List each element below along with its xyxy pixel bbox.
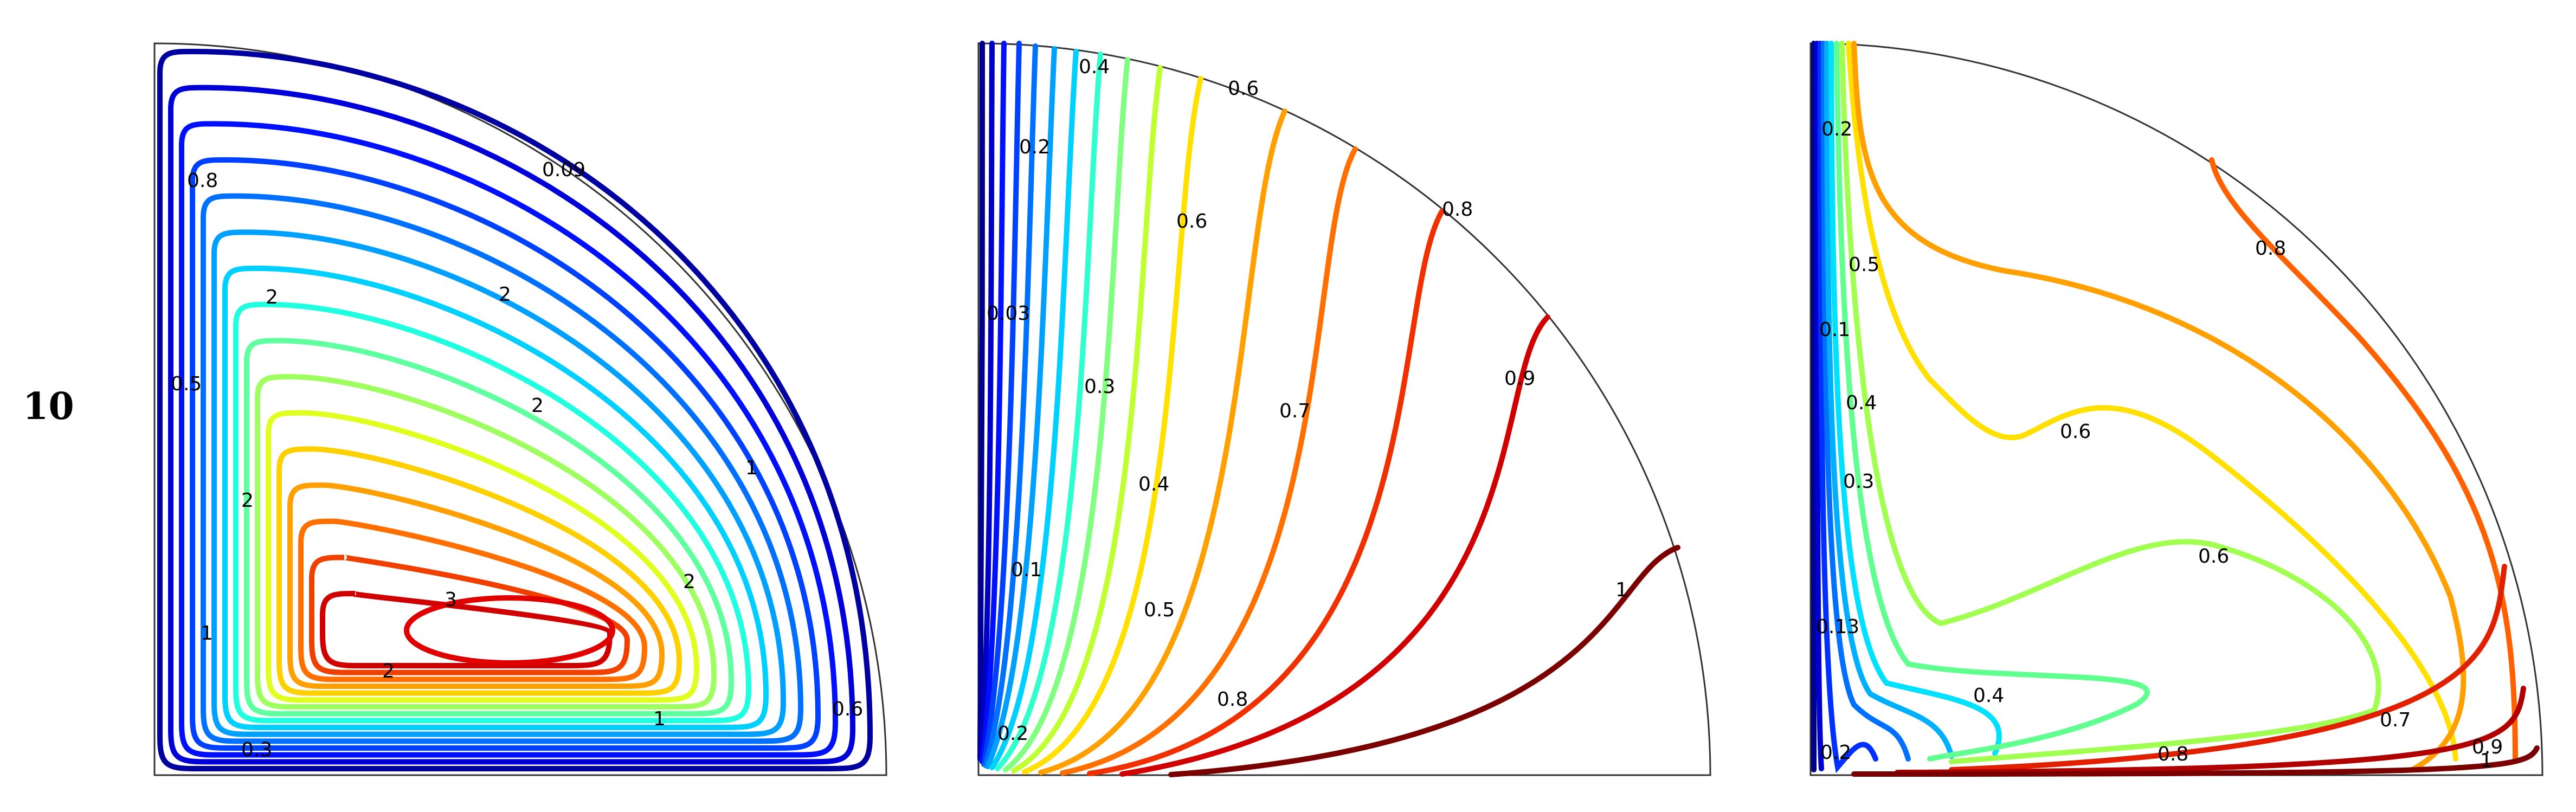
panel-3-contour-label: 0.1 <box>1819 319 1850 341</box>
p2-line-16 <box>1168 545 1680 777</box>
p2-line-14 <box>1087 209 1445 776</box>
panel-3-contour-label: 0.9 <box>2472 736 2503 758</box>
p2-line-8 <box>995 51 1103 771</box>
p1-loop-13 <box>287 482 665 689</box>
p3-line-4 <box>1821 41 1911 762</box>
p3-line-5 <box>1824 41 1954 759</box>
panel-2-contour-label: 0.8 <box>1442 198 1473 221</box>
p2-line-7 <box>989 49 1079 770</box>
p2-line-15 <box>1119 314 1550 777</box>
panel-2-contour-label: 0.1 <box>1011 559 1042 581</box>
panel-1-contour-lines <box>157 48 873 771</box>
panel-2-contour-label: 0.03 <box>987 302 1030 325</box>
panel-1-contour-label: 2 <box>683 571 695 593</box>
p1-loop-11 <box>266 410 700 703</box>
panel-2-frame <box>977 42 1711 776</box>
panel-2-contour-plot: 0.4 0.6 0.2 0.6 0.8 0.03 0.3 0.7 0.9 0.4 0.1 0.5 1 0.… <box>977 41 1711 777</box>
panel-1-contour-label: 2 <box>382 660 395 682</box>
panel-3-contour-label: 0.6 <box>2198 545 2229 568</box>
p2-line-6 <box>985 46 1057 769</box>
panel-1-contour-label: 0.3 <box>241 739 272 761</box>
panel-2-contour-lines <box>977 41 1680 777</box>
panel-3-contour-label: 0.4 <box>1973 685 2004 707</box>
panel-2-contour-label: 0.8 <box>1217 688 1248 711</box>
p2-line-2 <box>978 41 995 762</box>
panel-2-contour-label: 0.6 <box>1228 78 1259 100</box>
p1-loop-7 <box>222 265 769 730</box>
p2-line-4 <box>981 41 1022 767</box>
panel-1-contour-label: 1 <box>653 708 666 730</box>
panel-2-contour-label: 0.2 <box>997 723 1028 745</box>
p2-line-9 <box>1003 57 1130 772</box>
panel-1-contour-label: 1 <box>745 457 758 479</box>
p1-loop-3 <box>179 121 839 758</box>
p3-line-11 <box>2209 157 2518 762</box>
p1-loop-10 <box>255 373 717 710</box>
panel-3-contour-label: 0.2 <box>1821 118 1852 140</box>
p3-line-12 <box>1949 564 2507 772</box>
panel-3-contour-label: 0.6 <box>2060 421 2091 443</box>
panel-3-contour-label: 0.4 <box>1846 392 1877 414</box>
panel-2-contour-label: 0.6 <box>1176 210 1207 233</box>
p2-line-1 <box>977 41 985 762</box>
panel-2-contour-label: 1 <box>1615 579 1628 601</box>
p3-line-9 <box>1846 41 2458 762</box>
p3-line-6 <box>1828 41 2002 756</box>
p3-line-14 <box>1851 745 2540 777</box>
panel-3-contour-label: 0.5 <box>1849 254 1879 276</box>
p1-loop-16 <box>320 591 613 668</box>
p2-line-11 <box>1022 76 1203 775</box>
p2-line-5 <box>983 43 1038 768</box>
panel-1-contour-label: 0.6 <box>832 698 863 720</box>
p3-line-3 <box>1818 41 1878 774</box>
panel-2-contour-label: 0.2 <box>1019 136 1050 158</box>
p2-line-3 <box>980 41 1007 764</box>
p1-loop-12 <box>276 446 682 696</box>
p2-line-13 <box>1060 146 1358 776</box>
panel-3-contour-label: 0.3 <box>1843 471 1874 493</box>
p1-loop-2 <box>168 85 856 765</box>
panel-3-contour-lines <box>1811 41 2540 777</box>
panel-1-contour-label: 0.09 <box>542 159 585 181</box>
p1-loop-4 <box>190 157 821 751</box>
panel-3-contour-label: 0.2 <box>1820 742 1851 764</box>
panel-1-contour-plot: 0.09 0.8 2 2 2 0.5 2 1 1 2 3 2 1 0.6 0.3 <box>153 42 887 776</box>
panel-2-contour-label: 0.9 <box>1504 368 1535 390</box>
panel-1-contour-label: 2 <box>266 286 278 308</box>
p3-line-7 <box>1834 41 2150 762</box>
panel-2-contour-label: 0.3 <box>1084 376 1115 398</box>
p1-loop-8 <box>233 301 752 724</box>
panel-3-contour-label: 0.8 <box>2255 237 2286 260</box>
panel-2-contour-label: 0.7 <box>1279 400 1310 422</box>
p1-loop-9 <box>244 338 735 717</box>
panel-3-contour-label: 0.7 <box>2380 709 2411 731</box>
panel-3-contour-label: 0.13 <box>1816 616 1859 638</box>
p1-loop-14 <box>298 518 648 682</box>
panel-1-contour-label: 3 <box>445 589 457 611</box>
row-label: 10 <box>23 385 74 428</box>
p1-loop-5 <box>201 193 804 744</box>
panel-3-contour-label: 1 <box>2480 750 2493 772</box>
p3-line-8 <box>1839 41 2381 764</box>
panel-1-contour-label: 0.5 <box>171 373 202 395</box>
p3-line-13 <box>1895 686 2526 775</box>
panel-3-contour-plot: 0.2 0.8 0.5 0.1 0.4 0.6 0.3 0.6 0.13 0.4 0.7 0.2 0.8… <box>1809 41 2543 777</box>
panel-3-frame <box>1809 42 2543 776</box>
panel-1-contour-label: 0.8 <box>187 170 218 192</box>
panel-1-contour-label: 2 <box>499 283 511 306</box>
panel-3-contour-label: 0.8 <box>2158 743 2188 765</box>
panel-2-contour-label: 0.5 <box>1144 599 1175 621</box>
panel-1-contour-label: 2 <box>241 489 254 512</box>
p3-line-2 <box>1814 41 1824 771</box>
p1-loop-core <box>404 595 615 666</box>
p2-line-12 <box>1038 108 1287 775</box>
panel-2-contour-label: 0.4 <box>1079 56 1110 78</box>
panel-1-contour-label: 2 <box>531 395 544 417</box>
panel-1-contour-label: 1 <box>201 622 213 645</box>
panel-2-contour-label: 0.4 <box>1138 473 1169 495</box>
p1-loop-1 <box>157 48 873 771</box>
p2-line-10 <box>1011 65 1163 774</box>
p1-loop-6 <box>211 229 787 737</box>
